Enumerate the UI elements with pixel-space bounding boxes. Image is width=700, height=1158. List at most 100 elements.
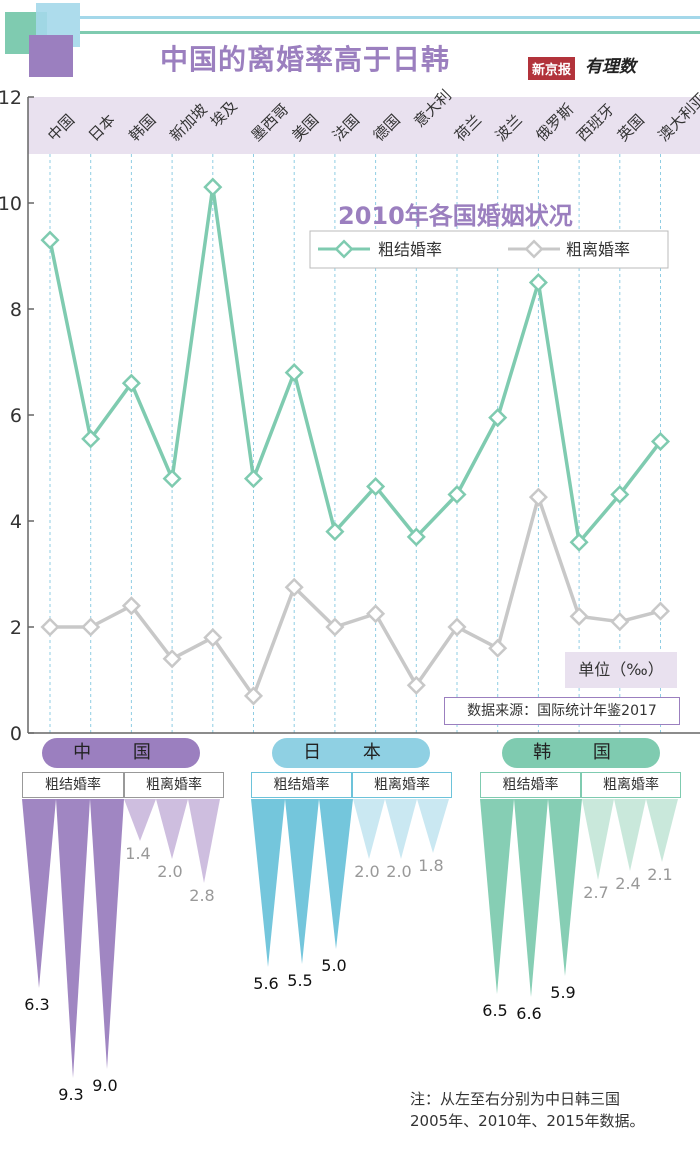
divorce-triangle bbox=[188, 799, 220, 883]
marriage-triangle bbox=[480, 799, 514, 994]
data-point bbox=[569, 532, 589, 552]
header-korea-marriage: 粗结婚率 bbox=[480, 772, 581, 798]
divorce-triangle bbox=[582, 799, 614, 880]
marriage-value-label: 5.9 bbox=[550, 983, 575, 1002]
marriage-triangle bbox=[285, 799, 319, 964]
header-china-divorce: 粗离婚率 bbox=[124, 772, 224, 798]
data-point bbox=[610, 612, 630, 632]
divorce-value-label: 2.4 bbox=[615, 874, 640, 893]
marriage-triangle bbox=[251, 799, 285, 967]
data-point bbox=[81, 429, 101, 449]
data-point bbox=[528, 487, 548, 507]
divorce-value-label: 2.0 bbox=[157, 862, 182, 881]
unit-label: 单位（‰） bbox=[565, 652, 677, 688]
marriage-value-label: 6.3 bbox=[24, 995, 49, 1014]
series-line bbox=[50, 495, 661, 698]
marriage-value-label: 9.0 bbox=[92, 1076, 117, 1095]
footnote: 注：从左至右分别为中日韩三国 2005年、2010年、2015年数据。 bbox=[410, 1088, 645, 1132]
data-point bbox=[650, 431, 671, 452]
data-point bbox=[81, 617, 101, 637]
category-band bbox=[28, 97, 700, 154]
data-point bbox=[203, 177, 223, 197]
data-point bbox=[366, 477, 386, 497]
divorce-triangle bbox=[385, 799, 417, 859]
y-tick-label: 8 bbox=[10, 299, 22, 321]
legend-label-marriage: 粗结婚率 bbox=[378, 240, 442, 259]
data-point bbox=[406, 675, 426, 695]
y-tick-label: 4 bbox=[10, 511, 22, 533]
divorce-triangle bbox=[417, 799, 449, 853]
page-title: 中国的离婚率高于日韩 bbox=[160, 43, 451, 76]
marriage-value-label: 5.5 bbox=[287, 971, 312, 990]
group-pill-china: 中 国 bbox=[42, 738, 200, 768]
data-point bbox=[610, 484, 630, 505]
group-pill-korea: 韩 国 bbox=[502, 738, 660, 768]
marriage-value-label: 6.5 bbox=[482, 1001, 507, 1020]
marriage-triangle bbox=[22, 799, 56, 988]
marriage-triangle bbox=[548, 799, 582, 976]
divorce-triangle bbox=[353, 799, 385, 859]
divorce-value-label: 2.0 bbox=[386, 862, 411, 881]
data-point bbox=[121, 596, 141, 616]
divorce-triangle bbox=[646, 799, 678, 862]
data-point bbox=[162, 469, 182, 489]
logo-sub: 有理数 bbox=[585, 57, 636, 77]
marriage-value-label: 5.0 bbox=[321, 956, 346, 975]
divorce-value-label: 2.7 bbox=[583, 883, 608, 902]
data-point bbox=[488, 408, 508, 428]
data-point bbox=[366, 604, 386, 624]
divorce-triangle bbox=[124, 799, 156, 841]
data-point bbox=[447, 484, 467, 505]
marriage-value-label: 5.6 bbox=[253, 974, 278, 993]
footnote-line2: 2005年、2010年、2015年数据。 bbox=[410, 1112, 645, 1130]
marriage-value-label: 9.3 bbox=[58, 1085, 83, 1104]
data-point bbox=[243, 686, 264, 706]
divorce-triangle bbox=[156, 799, 188, 859]
y-tick-label: 6 bbox=[10, 405, 22, 427]
group-pill-japan: 日 本 bbox=[272, 738, 430, 768]
y-tick-label: 2 bbox=[10, 617, 22, 639]
decor-line-top bbox=[80, 16, 700, 19]
legend-marker-marriage bbox=[334, 239, 354, 259]
y-tick-label: 10 bbox=[0, 193, 22, 215]
footnote-line1: 注：从左至右分别为中日韩三国 bbox=[410, 1090, 621, 1108]
data-point bbox=[40, 230, 60, 250]
source-label: 数据来源：国际统计年鉴2017 bbox=[444, 697, 680, 725]
legend-marker-divorce bbox=[524, 239, 544, 259]
data-point bbox=[162, 649, 182, 669]
logo-newspaper: 新京报 bbox=[528, 57, 576, 80]
data-point bbox=[284, 577, 304, 597]
divorce-value-label: 2.8 bbox=[189, 886, 214, 905]
marriage-triangle bbox=[90, 799, 124, 1069]
marriage-triangle bbox=[319, 799, 353, 949]
divorce-triangle bbox=[614, 799, 646, 871]
data-point bbox=[40, 617, 60, 637]
data-point bbox=[447, 617, 467, 637]
series-line bbox=[48, 185, 662, 544]
divorce-value-label: 1.4 bbox=[125, 844, 150, 863]
data-point bbox=[284, 363, 304, 383]
decor-line-second bbox=[80, 31, 700, 34]
divorce-value-label: 2.1 bbox=[647, 865, 672, 884]
header-japan-marriage: 粗结婚率 bbox=[251, 772, 352, 798]
chart-title: 2010年各国婚姻状况 bbox=[338, 202, 573, 230]
data-point bbox=[325, 522, 345, 542]
y-tick-label: 0 bbox=[10, 723, 22, 745]
marriage-triangle bbox=[514, 799, 548, 997]
divorce-value-label: 1.8 bbox=[418, 856, 443, 875]
data-point bbox=[528, 272, 548, 293]
data-point bbox=[406, 527, 426, 547]
data-point bbox=[121, 373, 141, 393]
data-point bbox=[569, 606, 589, 626]
divorce-value-label: 2.0 bbox=[354, 862, 379, 881]
data-point bbox=[325, 617, 345, 637]
y-tick-label: 12 bbox=[0, 87, 22, 109]
data-point bbox=[203, 628, 223, 648]
marriage-value-label: 6.6 bbox=[516, 1004, 541, 1023]
decor-square-purple bbox=[29, 35, 73, 77]
header-china-marriage: 粗结婚率 bbox=[22, 772, 124, 798]
header-japan-divorce: 粗离婚率 bbox=[352, 772, 452, 798]
data-point bbox=[488, 638, 508, 658]
marriage-triangle bbox=[56, 799, 90, 1078]
